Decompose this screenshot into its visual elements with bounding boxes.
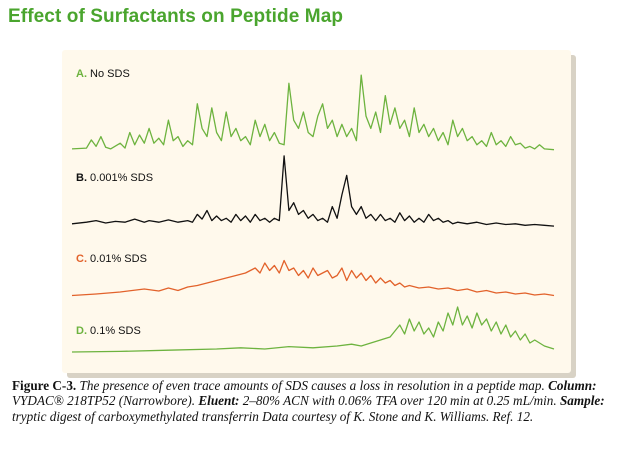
trace-line-2: [71, 155, 555, 227]
caption-sample-value: tryptic digest of carboxymethylated tran…: [12, 408, 534, 424]
trace-name-1: No SDS: [87, 68, 130, 80]
page-title: Effect of Surfactants on Peptide Map: [8, 6, 344, 27]
caption-sample-label: Sample:: [559, 393, 605, 409]
figure-caption: Figure C-3. The presence of even trace a…: [12, 378, 627, 424]
trace-letter-4: D.: [76, 325, 87, 337]
caption-eluent-value: 2–80% ACN with 0.06% TFA over 120 min at…: [239, 393, 560, 409]
trace-name-2: 0.001% SDS: [87, 172, 153, 184]
trace-label-2: B. 0.001% SDS: [76, 172, 153, 184]
caption-eluent-label: Eluent:: [198, 393, 240, 409]
trace-name-3: 0.01% SDS: [87, 253, 147, 265]
trace-label-3: C. 0.01% SDS: [76, 253, 147, 265]
caption-column-value: VYDAC® 218TP52 (Narrowbore).: [12, 393, 199, 409]
trace-line-1: [71, 74, 555, 151]
trace-line-3: [71, 259, 555, 297]
figure-panel: A. No SDS B. 0.001% SDS C. 0.01% SDS D. 0.1…: [62, 50, 571, 373]
trace-letter-1: A.: [76, 68, 87, 80]
trace-name-4: 0.1% SDS: [87, 325, 141, 337]
caption-figure-label: Figure C-3.: [12, 378, 77, 393]
trace-line-4: [71, 306, 555, 353]
trace-label-4: D. 0.1% SDS: [76, 325, 141, 337]
trace-label-1: A. No SDS: [76, 68, 130, 80]
chromatogram-chart: A. No SDS B. 0.001% SDS C. 0.01% SDS D. 0.1…: [71, 68, 555, 353]
trace-letter-3: C.: [76, 253, 87, 265]
trace-letter-2: B.: [76, 172, 87, 184]
caption-text: The presence of even trace amounts of SD…: [76, 378, 549, 393]
caption-column-label: Column:: [548, 378, 597, 393]
